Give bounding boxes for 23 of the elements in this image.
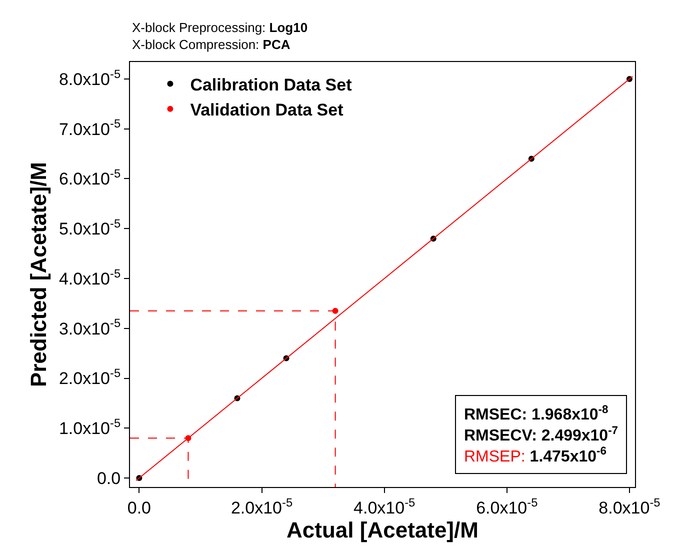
annotation: RMSECV: 2.499x10$^{-7}$	[464, 424, 618, 445]
y-tick-label: 4.0x10$^{-5}$	[58, 266, 121, 288]
y-tick-label: 5.0x10$^{-5}$	[58, 216, 121, 239]
y-tick-label: 8.0x10$^{-5}$	[58, 66, 121, 89]
y-tick-label: 7.0x10$^{-5}$	[58, 116, 121, 139]
annotation: RMSEP: 1.475x10$^{-6}$	[464, 446, 606, 466]
x-tick-label: 2.0x10$^{-5}$	[230, 495, 293, 518]
y-tick-label: 6.0x10$^{-5}$	[58, 166, 121, 189]
x-tick-label: 6.0x10$^{-5}$	[476, 495, 538, 518]
y-tick-label: 0.0	[96, 468, 121, 488]
chart-title: X-block Preprocessing: Log10	[132, 20, 308, 35]
y-tick-label: 2.0x10$^{-5}$	[58, 366, 121, 388]
y-axis-title: Predicted [Acetate]/M	[26, 162, 51, 387]
y-tick-label: 3.0x10$^{-5}$	[58, 316, 121, 338]
x-tick-label: 8.0x10$^{-5}$	[598, 495, 661, 518]
legend-label: Validation Data Set	[190, 100, 344, 120]
annotation: RMSEC: 1.968x10$^{-8}$	[464, 404, 608, 424]
chart-subtitle: X-block Compression: PCA	[132, 36, 291, 52]
legend-label: Calibration Data Set	[190, 75, 352, 94]
x-axis-title: Actual [Acetate]/M	[286, 517, 478, 542]
x-tick-label: 0.0	[127, 498, 152, 518]
x-tick-label: 4.0x10$^{-5}$	[354, 495, 416, 518]
y-tick-label: 1.0x10$^{-5}$	[58, 416, 121, 438]
